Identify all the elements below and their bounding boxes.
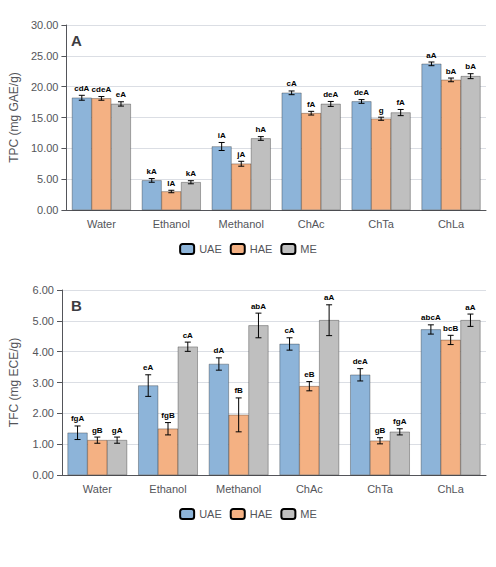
svg-text:kA: kA [186, 169, 196, 178]
svg-text:A: A [71, 32, 82, 49]
svg-text:4.00: 4.00 [33, 346, 54, 358]
svg-text:ME: ME [300, 508, 317, 520]
svg-text:deA: deA [353, 357, 368, 366]
svg-text:TPC (mg GAE/g): TPC (mg GAE/g) [7, 72, 21, 163]
svg-text:fA: fA [307, 100, 316, 109]
svg-text:bA: bA [446, 67, 457, 76]
svg-text:gB: gB [92, 426, 103, 435]
svg-text:kA: kA [147, 167, 157, 176]
svg-text:eB: eB [304, 370, 314, 379]
svg-text:UAE: UAE [199, 508, 222, 520]
svg-text:hA: hA [255, 125, 266, 134]
svg-text:lA: lA [167, 179, 175, 188]
svg-text:6.00: 6.00 [33, 284, 54, 296]
svg-text:0.00: 0.00 [33, 469, 54, 481]
svg-text:abA: abA [251, 302, 266, 311]
svg-text:iA: iA [218, 131, 226, 140]
svg-text:aA: aA [426, 51, 436, 60]
svg-text:jA: jA [236, 150, 245, 159]
svg-text:3.00: 3.00 [33, 377, 54, 389]
svg-text:Water: Water [87, 218, 116, 230]
svg-text:TFC (mg ECE/g): TFC (mg ECE/g) [7, 338, 21, 427]
svg-text:fA: fA [396, 98, 405, 107]
svg-text:eA: eA [116, 90, 126, 99]
svg-text:cA: cA [183, 331, 193, 340]
svg-text:B: B [71, 297, 82, 314]
svg-text:fgB: fgB [161, 411, 175, 420]
svg-text:fgA: fgA [393, 417, 407, 426]
svg-text:Ethanol: Ethanol [153, 218, 190, 230]
svg-text:cA: cA [286, 79, 296, 88]
svg-text:ChTa: ChTa [367, 483, 394, 495]
svg-text:cA: cA [284, 326, 294, 335]
svg-text:ChTa: ChTa [368, 218, 395, 230]
svg-text:0.00: 0.00 [37, 204, 58, 216]
svg-text:Methanol: Methanol [216, 483, 261, 495]
svg-text:gB: gB [375, 426, 386, 435]
svg-text:ChAc: ChAc [296, 483, 323, 495]
svg-text:Ethanol: Ethanol [149, 483, 186, 495]
svg-text:bcB: bcB [443, 324, 458, 333]
svg-text:gA: gA [112, 426, 123, 435]
svg-text:15.00: 15.00 [31, 112, 59, 124]
svg-text:30.00: 30.00 [31, 19, 59, 31]
svg-text:Methanol: Methanol [219, 218, 264, 230]
svg-text:ME: ME [300, 243, 317, 255]
svg-text:cdeA: cdeA [92, 85, 112, 94]
svg-text:ChLa: ChLa [438, 218, 465, 230]
svg-text:fgA: fgA [71, 414, 85, 423]
svg-text:HAE: HAE [250, 508, 273, 520]
svg-text:cdA: cdA [74, 84, 89, 93]
svg-text:UAE: UAE [199, 243, 222, 255]
svg-text:5.00: 5.00 [33, 315, 54, 327]
svg-text:eA: eA [143, 363, 153, 372]
svg-text:deA: deA [323, 90, 338, 99]
svg-text:bA: bA [465, 62, 476, 71]
svg-text:Water: Water [83, 483, 112, 495]
svg-text:g: g [379, 106, 384, 115]
svg-text:aA: aA [465, 303, 475, 312]
svg-text:25.00: 25.00 [31, 50, 59, 62]
svg-text:20.00: 20.00 [31, 81, 59, 93]
svg-text:2.00: 2.00 [33, 407, 54, 419]
svg-text:dA: dA [214, 346, 225, 355]
svg-text:ChLa: ChLa [438, 483, 465, 495]
svg-text:5.00: 5.00 [37, 173, 58, 185]
svg-text:aA: aA [324, 293, 334, 302]
svg-text:abcA: abcA [421, 313, 441, 322]
svg-text:HAE: HAE [250, 243, 273, 255]
svg-text:deA: deA [354, 88, 369, 97]
svg-text:10.00: 10.00 [31, 142, 59, 154]
svg-text:ChAc: ChAc [298, 218, 325, 230]
svg-text:1.00: 1.00 [33, 438, 54, 450]
svg-text:fB: fB [234, 386, 243, 395]
